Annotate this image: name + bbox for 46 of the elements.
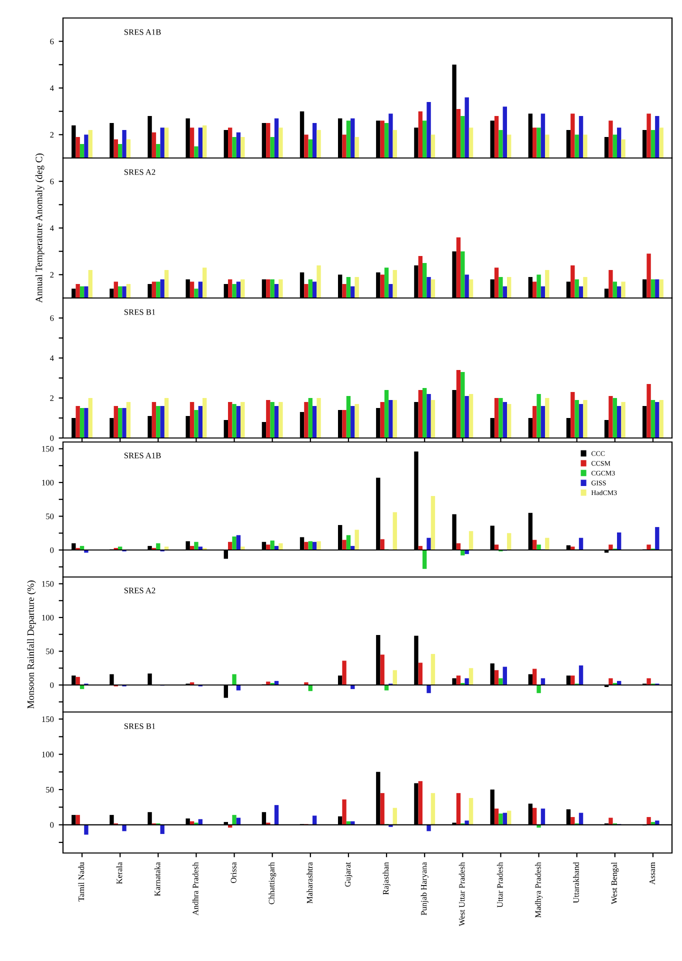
text: SRES A2 [124,169,156,175]
x-tick-label: Assam [649,862,656,885]
y-tick-label: 0 [50,547,54,553]
y-tick-label: 6 [50,315,54,321]
text: SRES A1B [124,29,161,35]
y-tick-label: 2 [50,395,54,401]
text: SRES A2 [124,588,156,594]
y-tick-label: 0 [50,435,54,441]
y-tick-label: 150 [42,716,54,722]
y-tick-label: 50 [46,514,54,520]
text: SRES B1 [124,309,156,315]
y-tick-label: 100 [42,480,54,486]
y-tick-label: 2 [50,132,54,138]
y-tick-label: 4 [50,355,54,361]
y-tick-label: 6 [50,38,54,44]
x-tick-label: West Bengal [611,862,619,904]
y-tick-label: 2 [50,272,54,278]
x-tick-label: Gujarat [344,862,352,887]
x-tick-label: Kerala [116,862,122,884]
x-tick-label: West Uttar Pradesh [458,862,465,926]
x-tick-label: Tamil Nadu [78,862,84,902]
y-tick-label: 100 [42,614,54,620]
text: SRES B1 [124,723,156,729]
x-tick-label: Rajasthan [382,862,390,895]
x-tick-label: Punjab Haryana [420,862,428,916]
y-tick-label: 0 [50,682,54,688]
text: SRES A1B [124,452,161,458]
x-tick-label: Uttarakhand [573,862,579,904]
y-tick-label: 50 [46,786,54,793]
x-tick-label: Karnataka [154,862,160,896]
y-tick-label: 0 [50,822,54,828]
y-tick-label: 4 [50,85,54,91]
x-tick-label: Orissa [230,862,236,883]
y-axis-title: Monsoon Rainfall Departure (%) [27,580,36,709]
y-tick-label: 6 [50,178,54,184]
y-tick-label: 50 [46,648,54,654]
x-tick-label: Maharashtra [306,862,312,904]
x-tick-label: Andhra Pradesh [192,862,198,916]
y-axis-title: Annual Temperature Anomaly (deg C) [35,154,44,303]
x-tick-label: Madhya Pradesh [534,862,543,918]
x-tick-label: Chhattisgarh [268,862,276,904]
x-tick-label: Uttar Pradesh [496,862,503,908]
y-tick-label: 4 [50,225,54,231]
y-tick-label: 150 [42,581,54,587]
y-tick-label: 100 [42,752,54,758]
y-tick-label: 150 [42,446,54,452]
